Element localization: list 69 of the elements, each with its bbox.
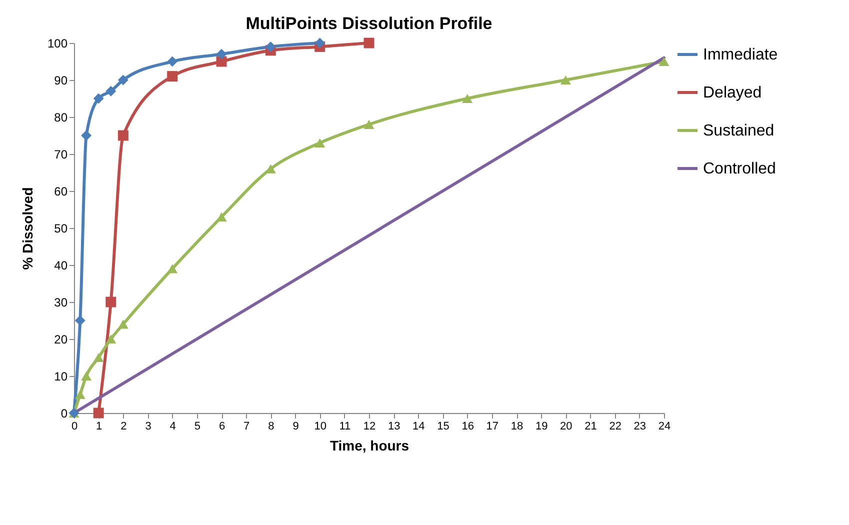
point [81, 371, 92, 381]
y-axis-title: % Dissolved [19, 187, 36, 270]
y-tick-label: 30 [54, 296, 68, 310]
x-tick-label: 8 [268, 420, 274, 432]
x-tick-label: 18 [510, 420, 524, 432]
x-tick-label: 4 [170, 420, 176, 432]
x-tick-label: 12 [363, 420, 376, 432]
chart-title: MultiPoints Dissolution Profile [246, 14, 492, 33]
point [106, 86, 116, 96]
point [462, 94, 473, 104]
point [118, 74, 128, 86]
point [314, 38, 326, 48]
point [118, 130, 128, 141]
x-axis-title: Time, hours [330, 438, 410, 454]
x-tick-label: 0 [71, 420, 78, 432]
x-tick-label: 20 [560, 420, 572, 432]
point [265, 41, 276, 52]
point [74, 315, 86, 326]
point [167, 71, 178, 82]
legend-label: Delayed [703, 84, 762, 102]
legend-label: Controlled [703, 160, 776, 178]
legend-label: Sustained [703, 122, 774, 140]
y-tick-label: 100 [47, 36, 68, 50]
y-tick-label: 20 [54, 332, 68, 346]
x-tick-label: 13 [388, 420, 400, 432]
point [314, 138, 326, 148]
point [118, 320, 128, 329]
x-tick-label: 14 [412, 420, 425, 432]
y-tick-label: 70 [54, 148, 68, 162]
x-tick-label: 11 [339, 420, 351, 432]
x-tick-label: 19 [535, 420, 548, 432]
x-tick-label: 9 [292, 420, 299, 432]
x-tick-label: 21 [584, 420, 597, 432]
x-tick-label: 22 [609, 420, 622, 432]
point [93, 352, 104, 362]
point [216, 212, 227, 222]
point [106, 296, 116, 308]
x-tick-label: 17 [486, 420, 499, 432]
point [93, 408, 104, 418]
point [364, 38, 374, 48]
y-tick-label: 10 [54, 370, 68, 384]
y-tick-label: 80 [54, 110, 68, 124]
x-tick-label: 2 [120, 420, 127, 432]
x-tick-label: 24 [658, 420, 671, 432]
x-tick-label: 16 [462, 420, 474, 432]
y-tick-label: 90 [54, 74, 68, 88]
point [364, 120, 374, 129]
x-tick-label: 1 [96, 420, 102, 432]
x-tick-label: 10 [314, 420, 326, 432]
x-tick-label: 3 [145, 420, 152, 432]
point [74, 390, 86, 400]
point [560, 75, 571, 85]
point [81, 130, 92, 141]
x-tick-label: 7 [244, 420, 250, 432]
point [216, 48, 227, 60]
x-tick-label: 6 [218, 420, 226, 432]
legend-label: Immediate [703, 46, 778, 64]
point [106, 334, 116, 344]
x-tick-label: 5 [194, 420, 200, 432]
y-tick-label: 50 [54, 222, 68, 236]
point [93, 93, 104, 104]
x-tick-label: 23 [634, 420, 646, 432]
point [167, 264, 178, 274]
point [167, 56, 178, 67]
point [658, 56, 670, 66]
y-tick-label: 40 [54, 258, 68, 272]
x-tick-label: 15 [437, 420, 450, 432]
y-tick-label: 0 [60, 406, 68, 420]
y-tick-label: 60 [54, 184, 68, 198]
